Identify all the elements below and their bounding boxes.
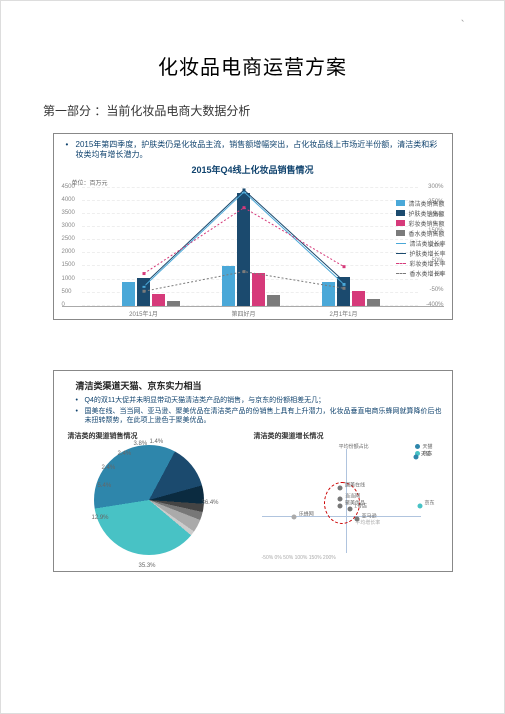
scatter-point: 国美在线 [338, 486, 343, 491]
pie-label: 1.4% [150, 439, 164, 445]
page-title: 化妆品电商运营方案 [1, 51, 504, 80]
q4-sales-chart: 2015年第四季度，护肤类仍是化妆品主流，销售额增幅突出，占化妆品线上市场近半份… [53, 133, 453, 320]
pie-label: 5.4% [98, 483, 112, 489]
section-heading: 第一部分 ：当前化妆品电商大数据分析 [43, 102, 504, 119]
scatter-title: 清洁类的渠道增长情况 [254, 431, 439, 441]
scatter-point: 亚马逊 [355, 517, 360, 522]
chart2-heading: 清洁类渠道天猫、京东实力相当 [76, 379, 452, 392]
x-tick: 2月1年1月 [329, 309, 357, 318]
scatter-x-ticks: -50% 0% 50% 100% 150% 200% [262, 555, 421, 561]
ytick-left: 4000 [62, 197, 75, 203]
ytick-right: 300% [428, 184, 443, 190]
scatter-point: 聚美优品 [338, 504, 343, 509]
ytick-right: -400% [426, 302, 443, 308]
pie-chart: 清洁类的渠道销售情况 36.4%35.3%12.9%5.4%2.4%2.4%3.… [54, 431, 254, 561]
ytick-left: 3500 [62, 210, 75, 216]
ytick-left: 500 [62, 289, 72, 295]
ytick-left: 4500 [62, 184, 75, 190]
ytick-right: -50% [429, 287, 443, 293]
ytick-left: 0 [62, 302, 65, 308]
page-mark: 、 [461, 13, 469, 24]
scatter-point: 乐蜂网 [292, 514, 297, 519]
scatter-point: 当当网 [338, 496, 343, 501]
ytick-left: 2500 [62, 236, 75, 242]
chart1-legend: 清洁类销售额护肤类销售额彩妆类销售额香水类销售额清洁类增长率护肤类增长率彩妆类增… [396, 199, 445, 279]
scatter-point: 天猫 [414, 455, 419, 460]
ytick-left: 3000 [62, 223, 75, 229]
x-tick: 第四好月 [231, 309, 255, 318]
pie-label: 36.4% [202, 500, 219, 506]
x-tick: 2015年1月 [129, 309, 158, 318]
pie-label: 2.4% [102, 465, 116, 471]
chart1-title: 2015年Q4线上化妆品销售情况 [54, 163, 452, 176]
y-left-unit: 单位：百万元 [72, 178, 108, 187]
chart2-bullet-2: 国美在线、当当网、亚马逊、聚美优品在清洁类产品的份销售上具有上升潜力，化妆品垂直… [76, 407, 442, 425]
chart1-plot-area: 0 500 1000 1500 2000 2500 3000 3500 4000 4500 -400… [62, 187, 444, 307]
ytick-left: 2000 [62, 249, 75, 255]
scatter-sub: 平均份额占比 [339, 443, 369, 450]
ytick-left: 1000 [62, 276, 75, 282]
chart2-bullet-1: Q4的双11大促并未明显带动天猫清洁类产品的销售，与京东的份额相差无几； [76, 396, 442, 405]
pie-graphic: 36.4%35.3%12.9%5.4%2.4%2.4%3.8%1.4% [94, 445, 204, 555]
scatter-point: 1号店 [347, 507, 352, 512]
pie-label: 12.9% [92, 515, 109, 521]
pie-label: 3.8% [134, 441, 148, 447]
scatter-point: 京东 [418, 504, 423, 509]
channel-chart: 清洁类渠道天猫、京东实力相当 Q4的双11大促并未明显带动天猫清洁类产品的销售，… [53, 370, 453, 572]
scatter-chart: 清洁类的渠道增长情况 平均份额占比 天猫京东 平均增长率 -50% 0% 50%… [254, 431, 439, 561]
pie-label: 35.3% [139, 563, 156, 569]
pie-label: 2.4% [118, 451, 132, 457]
chart1-bullet: 2015年第四季度，护肤类仍是化妆品主流，销售额增幅突出，占化妆品线上市场近半份… [66, 140, 444, 161]
ytick-left: 1500 [62, 262, 75, 268]
